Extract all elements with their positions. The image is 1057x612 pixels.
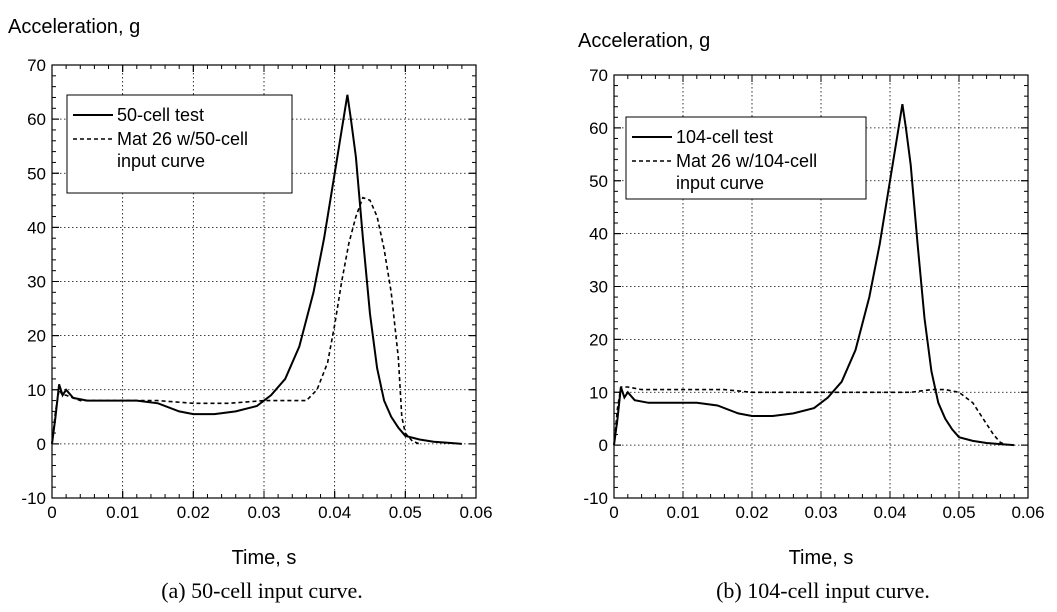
y-tick-label: 60	[27, 110, 46, 129]
x-tick-label: 0.05	[389, 503, 422, 522]
plot-frame	[613, 74, 1029, 499]
y-tick-label: 60	[589, 119, 608, 138]
x-tick-label: 0.01	[666, 503, 699, 522]
legend-box	[66, 94, 293, 194]
y-tick-label: 20	[589, 330, 608, 349]
y-tick-label: -10	[583, 489, 608, 508]
x-tick-label: 0.04	[318, 503, 351, 522]
x-tick-label: 0.06	[459, 503, 492, 522]
x-tick-label: 0	[47, 503, 56, 522]
y-tick-label: 10	[589, 383, 608, 402]
x-tick-label: 0.03	[247, 503, 280, 522]
y-tick-label: 70	[27, 56, 46, 75]
y-tick-label: 40	[27, 218, 46, 237]
y-axis-label: Acceleration, g	[8, 16, 140, 38]
figure-caption: (b) 104-cell input curve.	[716, 578, 930, 603]
x-tick-label: 0.02	[735, 503, 768, 522]
y-tick-label: 10	[27, 381, 46, 400]
series-line-1	[613, 103, 1015, 447]
x-tick-label: 0.04	[873, 503, 906, 522]
x-tick-label: 0.06	[1011, 503, 1044, 522]
y-tick-label: -10	[21, 489, 46, 508]
y-tick-label: 30	[589, 278, 608, 297]
x-tick-label: 0.01	[106, 503, 139, 522]
y-axis-label: Acceleration, g	[578, 30, 710, 52]
legend-entry-2: Mat 26 w/50-cell	[117, 129, 248, 149]
series-line-2	[613, 386, 1008, 446]
legend-entry-2: Mat 26 w/104-cell	[676, 151, 817, 171]
legend-entry-1: 104-cell test	[676, 127, 773, 147]
x-tick-label: 0	[609, 503, 618, 522]
y-tick-label: 70	[589, 66, 608, 85]
legend-entry-2-cont: input curve	[117, 151, 205, 171]
series-line-2	[51, 196, 420, 445]
y-tick-label: 50	[589, 172, 608, 191]
chart-panel-1: 0 0.01 0.02 0.03 0.04 0.05 0.06-10010203040506…	[8, 16, 493, 603]
y-tick-label: 20	[27, 327, 46, 346]
y-tick-label: 0	[37, 435, 46, 454]
legend-entry-1: 50-cell test	[117, 105, 204, 125]
y-tick-label: 30	[27, 273, 46, 292]
x-tick-label: 0.02	[177, 503, 210, 522]
y-tick-label: 40	[589, 225, 608, 244]
plot-frame	[51, 64, 477, 499]
chart-panel-2: 0 0.01 0.02 0.03 0.04 0.05 0.06-10010203040506…	[578, 30, 1045, 603]
x-tick-label: 0.05	[942, 503, 975, 522]
legend-entry-2-cont: input curve	[676, 173, 764, 193]
legend-box	[625, 116, 867, 200]
x-tick-label: 0.03	[804, 503, 837, 522]
y-tick-label: 0	[599, 436, 608, 455]
x-axis-label: Time, s	[789, 547, 854, 569]
x-axis-label: Time, s	[232, 547, 297, 569]
y-tick-label: 50	[27, 164, 46, 183]
figure-caption: (a) 50-cell input curve.	[161, 578, 363, 603]
